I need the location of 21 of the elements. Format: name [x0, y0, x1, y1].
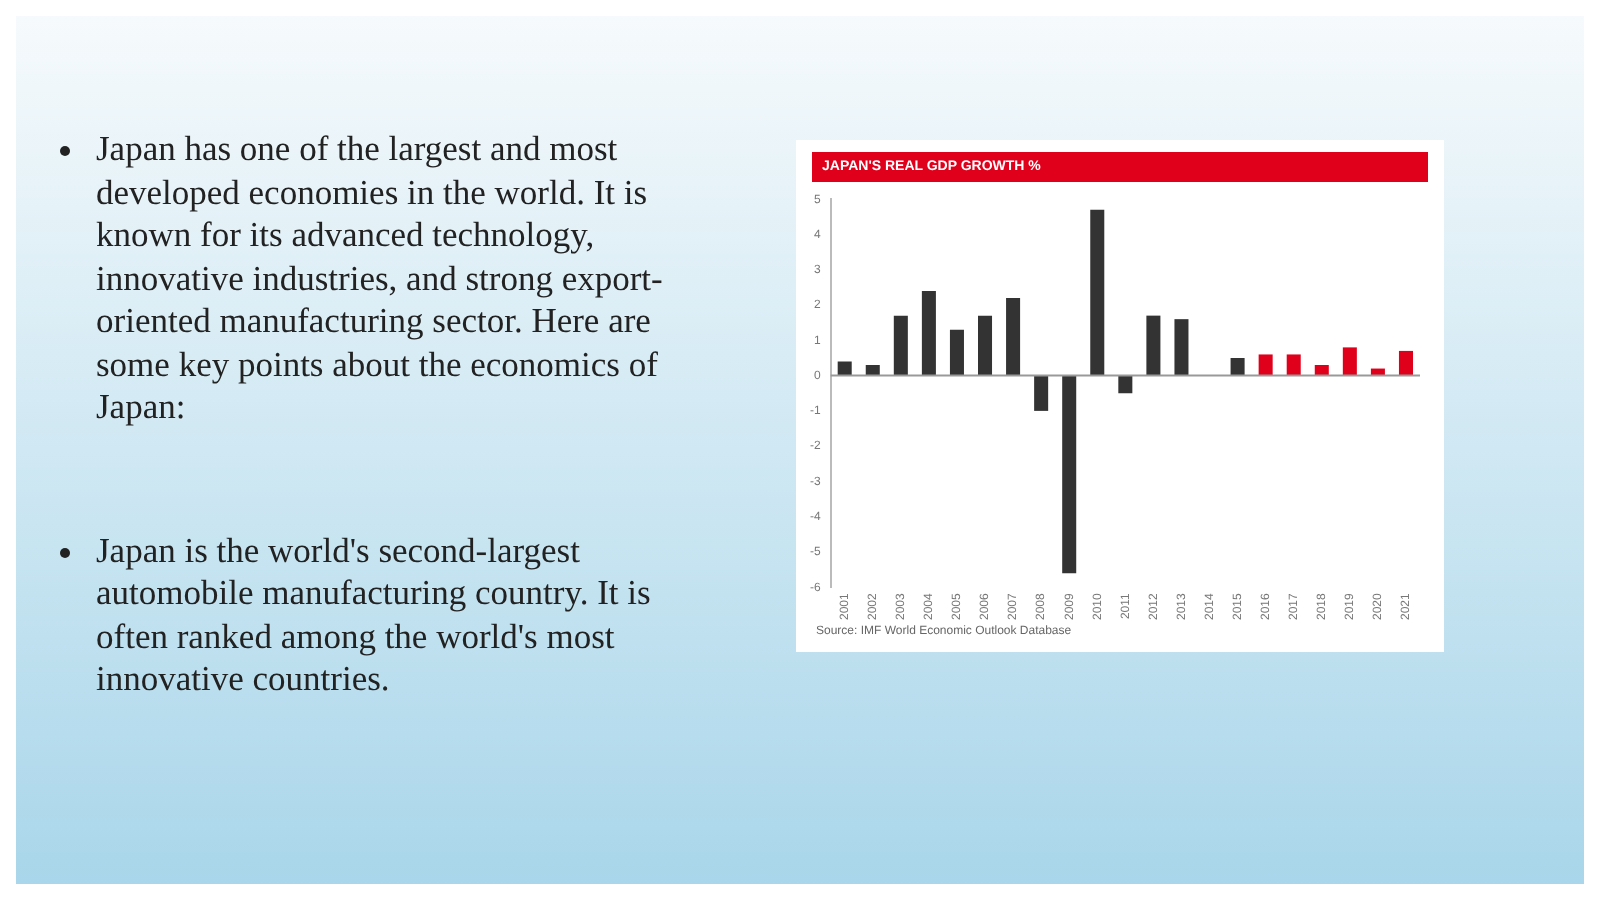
bar [1062, 375, 1077, 574]
bar [1286, 354, 1301, 376]
bar [949, 329, 964, 376]
bar [1314, 365, 1329, 376]
bar [1118, 375, 1133, 394]
bar [1146, 315, 1161, 376]
bar [921, 290, 936, 376]
bar [1034, 375, 1049, 411]
bar [1342, 347, 1357, 376]
bar [865, 365, 880, 376]
bar [1258, 354, 1273, 376]
bar [1398, 350, 1413, 376]
bar [837, 361, 852, 376]
text: Japan is the world's second-largest automobile manufacturing country. It is often ranked among the world's most innovative countries. [96, 529, 653, 701]
bar [1230, 357, 1245, 376]
bar [1006, 297, 1021, 376]
bar [1174, 319, 1189, 376]
bar [1090, 209, 1105, 376]
bar [978, 315, 993, 376]
text: Japan has one of the largest and most developed economies in the world. It is known for its advanced technology, innovative industries, and strong export-oriented manufacturing sector. Here are some key points about the economics of Japan: [96, 128, 665, 429]
bar [893, 315, 908, 376]
